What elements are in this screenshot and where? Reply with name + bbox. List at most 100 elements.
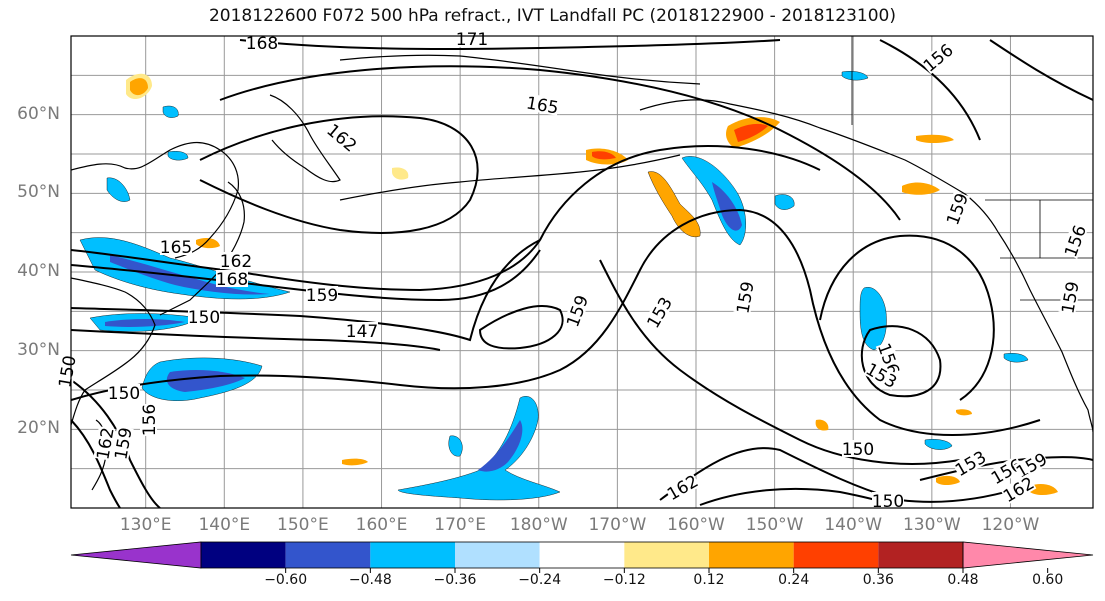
shade-blob [815,419,829,431]
contour-line [819,234,995,401]
shade-blob [110,255,270,295]
contour-label: 168 [246,34,278,54]
shade-blob [647,171,701,238]
colorbar-segment-3 [370,542,455,568]
colorbar-tick-label: −0.60 [264,572,308,588]
contour-label: 156 [140,404,160,436]
colorbar-segment-9 [878,542,963,568]
lon-170e-label: 170°E [434,515,486,535]
contour-label: 150 [872,492,904,512]
shade-blob [130,78,148,96]
shade-blob [342,458,368,466]
colorbar-segment-4 [455,542,540,568]
coastline-alaska [639,99,999,233]
colorbar-tick-label: −0.48 [348,572,392,588]
colorbar-segment-10 [962,541,1094,569]
shade-blob [1003,353,1029,363]
contour-label-bg [188,308,220,325]
political-borders [851,36,1093,301]
shade-blob [734,123,768,142]
chart-title: 2018122600 F072 500 hPa refract., IVT La… [208,6,896,26]
colorbar [70,541,1094,573]
colorbar-tick-label: 0.48 [947,572,979,588]
colorbar-tick-label: 0.36 [862,572,894,588]
contour-line [599,259,961,465]
colorbar-segment-8 [793,542,879,568]
coastline-korea-china [71,277,156,426]
contour-label-bg [1061,222,1089,259]
contour-label-bg [664,471,701,503]
contour-label: 156 [920,40,958,76]
shade-blob [167,151,189,161]
contour-label-bg [246,34,278,51]
contour-label-bg [93,426,116,461]
coastline-north-america [997,231,1093,433]
contour-label-bg [306,286,338,303]
lon-170w-label: 170°W [588,515,647,535]
colorbar-segment-7 [709,542,794,568]
contour-label: 162 [220,252,252,272]
contour-label: 159 [943,191,973,228]
contour-label: 159 [733,280,758,315]
contour-label: 153 [643,294,677,332]
contour-label-bg [140,404,157,436]
contour-line [659,447,1021,503]
lon-120w-label: 120°W [981,515,1040,535]
shade-blob [774,194,795,210]
colorbar-tick-label: −0.24 [518,572,562,588]
lat-50n-label: 50°N [17,182,60,203]
lon-160e-label: 160°E [355,515,408,535]
contour-label-bg [875,340,903,377]
contour-line [71,419,121,508]
contour-label-bg [111,426,134,461]
map-frame [70,35,1094,509]
lon-130e-label: 130°E [119,515,172,535]
contour-line [219,65,901,221]
coastline-kamchatka [269,94,341,183]
shade-blob [1030,484,1058,495]
lon-180w-label: 180°W [509,515,568,535]
contour-line [860,325,942,398]
contour-label-bg [563,292,591,329]
contour-label-bg [220,252,252,269]
shade-blob [924,439,953,450]
contour-label-bg [160,238,192,255]
contour-label: 153 [952,447,990,481]
contour-label-bg [456,30,488,47]
colorbar-segment-2 [285,542,371,568]
contour-label-bg [920,40,956,75]
contour-label: 162 [322,120,360,156]
shade-blob [162,105,179,118]
coastline-arctic [339,54,701,85]
shade-blob [478,420,523,472]
shade-blob [841,71,869,81]
shade-blob [592,151,616,160]
contour-label-bg [1000,473,1037,505]
contour-line [239,39,781,51]
contour-label: 159 [563,293,593,330]
contour-label-bg [108,384,140,401]
contour-line [71,329,441,351]
contour-line [478,305,564,350]
contour-label: 159 [1058,280,1083,315]
shade-blob [936,475,960,485]
contour-line [879,39,981,141]
colorbar-tick-label: −0.36 [433,572,477,588]
contour-label-bg [872,492,904,509]
lon-140e-label: 140°E [198,515,251,535]
contour-label-bg [643,294,675,331]
contour-label: 165 [160,238,192,258]
map-gridlines [71,36,1093,508]
lat-20n-label: 20°N [17,418,60,439]
contour-label-bg [733,280,756,315]
lon-130w-label: 130°W [902,515,961,535]
lat-40n-label: 40°N [17,261,60,281]
colorbar-segment-1 [201,542,286,568]
refractivity-contours [71,39,1093,508]
shade-blob [448,435,463,457]
shade-blob [106,177,131,202]
contour-label-bg [525,93,560,116]
coastline-aleutians [339,154,681,201]
contour-line [989,39,1093,101]
shade-blob [397,396,561,501]
